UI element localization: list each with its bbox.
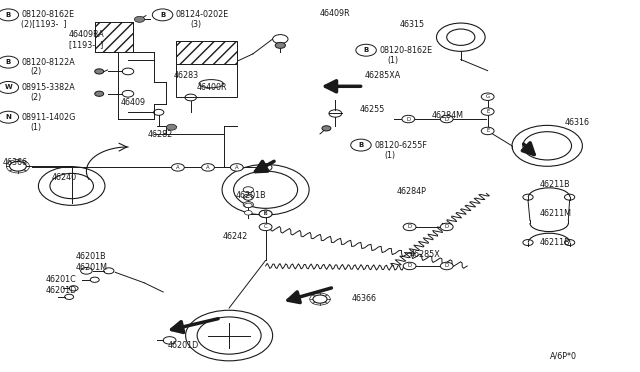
Text: K: K [264, 211, 268, 217]
Text: B: B [160, 12, 165, 18]
Text: 08120-8122A: 08120-8122A [21, 58, 75, 67]
Circle shape [81, 267, 92, 274]
Text: 46366: 46366 [3, 158, 28, 167]
Text: D: D [445, 263, 449, 269]
Text: 46315: 46315 [399, 20, 424, 29]
Text: (3): (3) [191, 20, 202, 29]
Circle shape [259, 164, 272, 171]
Circle shape [440, 115, 453, 123]
Bar [176, 41, 237, 97]
Text: G: G [486, 94, 490, 99]
Text: 46201B: 46201B [236, 191, 266, 200]
Circle shape [313, 295, 327, 303]
Text: 08124-0202E: 08124-0202E [176, 10, 229, 19]
Text: E: E [486, 128, 490, 134]
Text: 46409: 46409 [120, 98, 145, 107]
Circle shape [243, 202, 253, 208]
Text: A: A [176, 165, 180, 170]
Text: (1): (1) [384, 151, 395, 160]
Text: 46242: 46242 [223, 232, 248, 241]
Circle shape [440, 223, 453, 231]
Circle shape [172, 164, 184, 171]
Text: 46201M: 46201M [76, 263, 108, 272]
Text: D: D [408, 224, 412, 230]
Text: 46201D: 46201D [46, 286, 77, 295]
Text: A: A [235, 165, 239, 170]
Text: 08120-8162E: 08120-8162E [21, 10, 74, 19]
Circle shape [275, 42, 285, 48]
Text: 46201D: 46201D [168, 341, 199, 350]
Text: 46201B: 46201B [76, 252, 106, 261]
Text: B: B [358, 142, 364, 148]
Circle shape [259, 210, 272, 218]
Circle shape [402, 115, 415, 123]
Circle shape [243, 187, 253, 193]
Circle shape [440, 262, 453, 270]
Text: 46211M: 46211M [540, 209, 572, 218]
Text: (1): (1) [388, 56, 399, 65]
Text: [1193-  ]: [1193- ] [69, 40, 104, 49]
Text: D: D [445, 224, 449, 230]
Text: 08915-3382A: 08915-3382A [21, 83, 75, 92]
Text: A: A [264, 165, 268, 170]
Text: 46285XA: 46285XA [365, 71, 401, 80]
Text: (1): (1) [31, 123, 42, 132]
Text: 46282: 46282 [147, 130, 172, 139]
Circle shape [481, 108, 494, 115]
Circle shape [95, 91, 104, 96]
Text: 46211B: 46211B [540, 238, 570, 247]
Text: A: A [206, 165, 210, 170]
Text: 46316: 46316 [565, 118, 590, 126]
Text: E: E [486, 109, 490, 114]
Text: B: B [364, 47, 369, 53]
Circle shape [244, 203, 252, 208]
Circle shape [95, 69, 104, 74]
Circle shape [244, 196, 252, 200]
Text: 46409RA: 46409RA [69, 31, 105, 39]
Bar [176, 41, 237, 64]
Text: A/6P*0: A/6P*0 [550, 352, 577, 361]
Circle shape [166, 124, 177, 130]
Circle shape [244, 211, 252, 215]
Text: 46255: 46255 [360, 105, 385, 114]
Circle shape [481, 93, 494, 100]
Circle shape [322, 126, 331, 131]
Bar [95, 22, 133, 52]
Text: B: B [6, 12, 11, 18]
Text: B: B [6, 59, 11, 65]
Circle shape [481, 127, 494, 135]
Circle shape [403, 223, 416, 231]
Text: W: W [4, 84, 12, 90]
Circle shape [134, 16, 145, 22]
Text: (2): (2) [31, 93, 42, 102]
Circle shape [202, 164, 214, 171]
Text: C: C [264, 224, 268, 230]
Text: 46240: 46240 [51, 173, 76, 182]
Text: (2): (2) [31, 67, 42, 76]
Text: D: D [408, 263, 412, 269]
Text: 46409R: 46409R [320, 9, 351, 18]
Text: N: N [5, 114, 12, 120]
Circle shape [403, 262, 416, 270]
Circle shape [230, 164, 243, 171]
Circle shape [10, 161, 26, 171]
Text: 46211B: 46211B [540, 180, 570, 189]
Text: 08120-6255F: 08120-6255F [374, 141, 428, 150]
Text: B: B [264, 211, 268, 217]
Text: 46284P: 46284P [397, 187, 427, 196]
Text: 08120-8162E: 08120-8162E [380, 46, 433, 55]
Text: 08911-1402G: 08911-1402G [21, 113, 76, 122]
Text: 46366: 46366 [352, 294, 377, 303]
Circle shape [259, 210, 272, 218]
Text: 46400R: 46400R [197, 83, 228, 92]
Text: 46201C: 46201C [46, 275, 77, 284]
Text: D: D [406, 116, 410, 122]
Text: (2)[1193-  ]: (2)[1193- ] [21, 20, 67, 29]
Circle shape [259, 223, 272, 231]
Text: D: D [445, 116, 449, 122]
Text: 46285X: 46285X [410, 250, 440, 259]
Text: 46284M: 46284M [431, 111, 463, 120]
Circle shape [243, 194, 253, 200]
Text: 46283: 46283 [174, 71, 199, 80]
